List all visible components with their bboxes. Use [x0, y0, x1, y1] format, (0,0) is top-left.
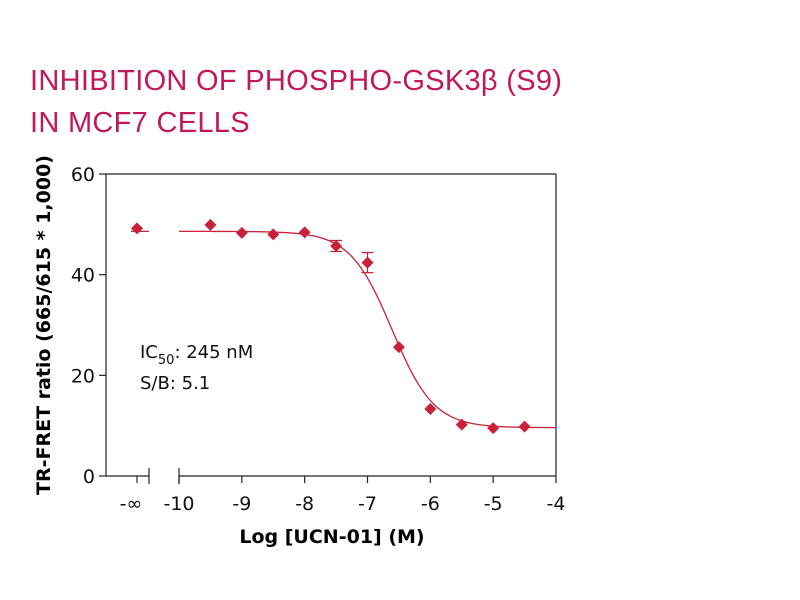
x-axis-title: Log [UCN-01] (M): [239, 526, 424, 548]
x-tick-label-control: -∞: [120, 493, 143, 515]
data-point: [518, 420, 531, 433]
x-tick-label: -5: [484, 493, 503, 515]
y-tick-label: 40: [71, 265, 95, 287]
ic50-annotation: IC50: 245 nM: [140, 342, 253, 368]
y-tick-label: 60: [71, 164, 95, 186]
data-point: [455, 418, 468, 431]
ic50-value: : 245 nM: [174, 342, 253, 363]
data-point: [267, 228, 280, 241]
data-point: [424, 403, 437, 416]
data-point-control: [131, 222, 143, 235]
data-point: [361, 256, 374, 269]
x-tick-label: -6: [421, 493, 440, 515]
sb-annotation: S/B: 5.1: [140, 373, 210, 394]
chart-title-line-1: INHIBITION OF PHOSPHO-GSK3β (S9): [30, 65, 563, 97]
axis-ticks-layer: 0 20 40 60 -10 -9 -8 -7 -6 -5 -4 -∞: [71, 164, 566, 515]
y-tick-label: 0: [83, 466, 95, 488]
data-points-layer: [131, 218, 531, 435]
plot-frame: [105, 173, 557, 484]
data-point: [330, 239, 343, 252]
x-tick-label: -8: [295, 493, 314, 515]
ic50-subscript: 50: [158, 353, 175, 368]
chart-title-line-2: IN MCF7 CELLS: [30, 107, 250, 139]
x-tick-label: -4: [547, 493, 566, 515]
data-point: [298, 226, 311, 239]
fit-curve-layer: [131, 230, 557, 429]
chart-title: INHIBITION OF PHOSPHO-GSK3β (S9) IN MCF7…: [30, 60, 562, 144]
x-tick-label: -7: [358, 493, 377, 515]
data-point: [487, 422, 500, 435]
data-point: [204, 218, 217, 231]
data-point: [235, 226, 248, 239]
x-tick-label: -10: [163, 493, 194, 515]
ic50-prefix: IC: [140, 342, 158, 363]
y-tick-label: 20: [71, 365, 95, 387]
data-point: [392, 341, 405, 354]
x-tick-label: -9: [232, 493, 251, 515]
y-axis-title: TR-FRET ratio (665/615 * 1,000): [33, 155, 55, 495]
